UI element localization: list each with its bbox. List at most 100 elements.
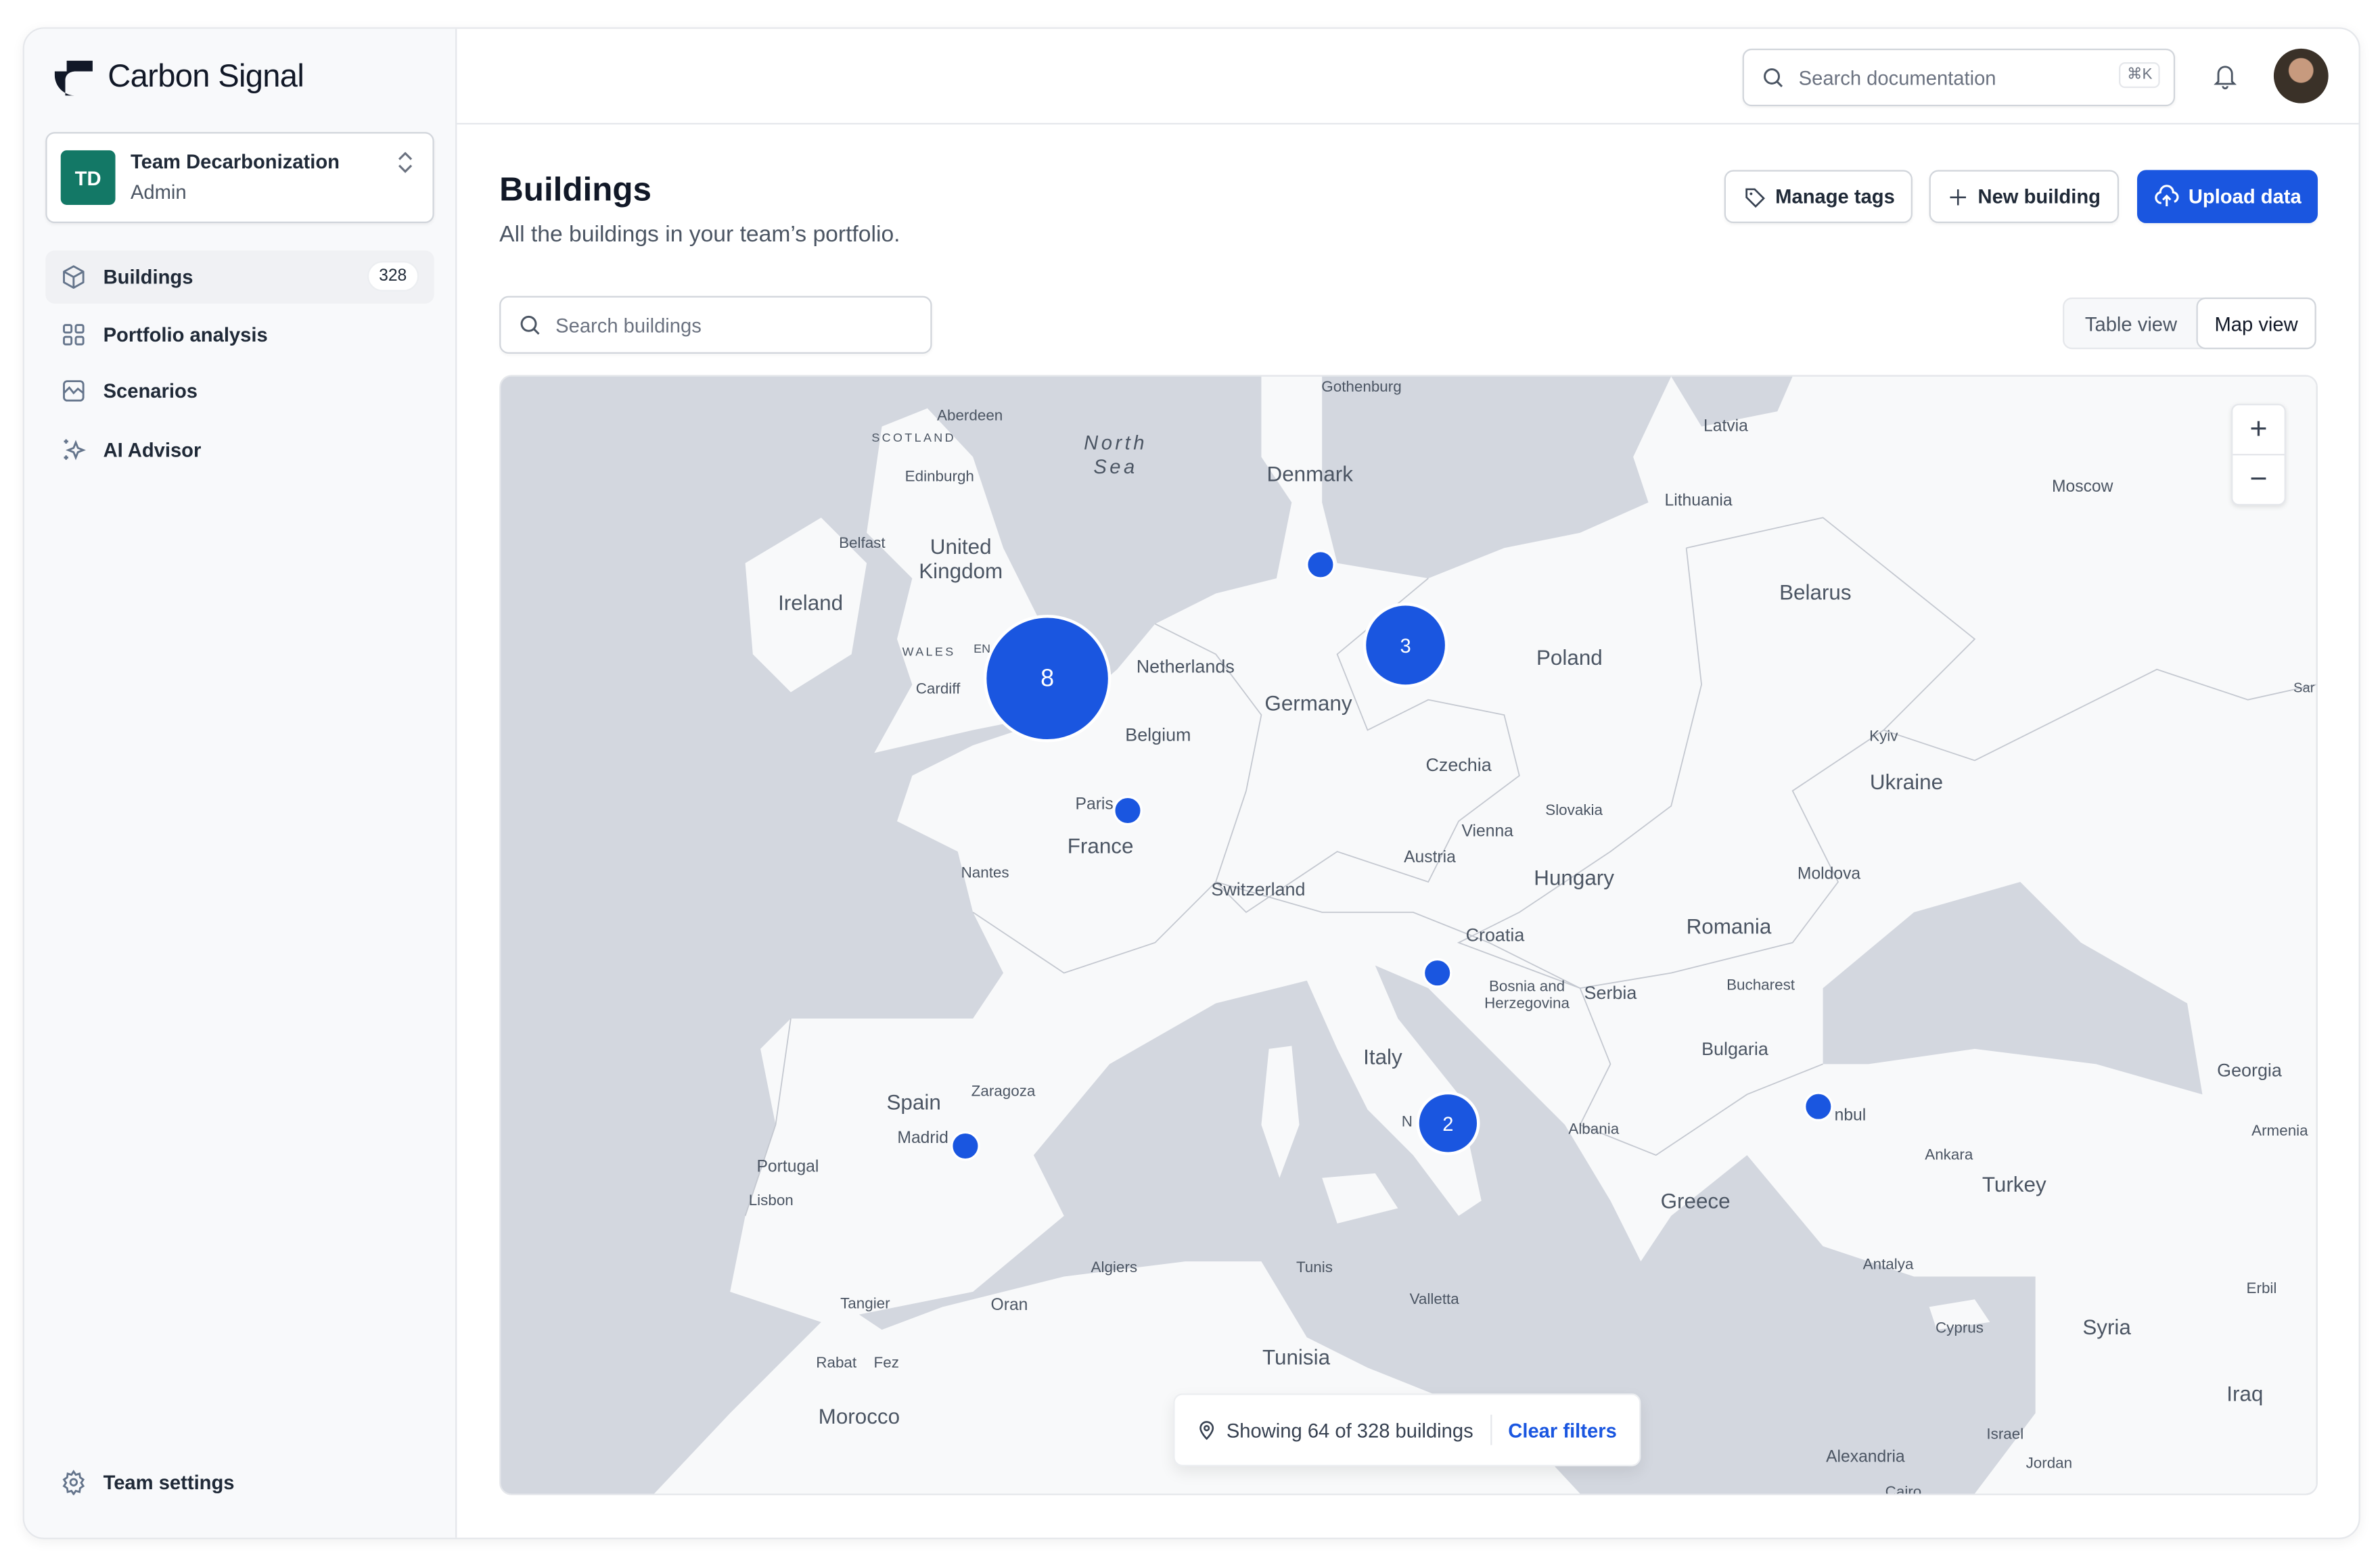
map-label: Israel: [1986, 1426, 2023, 1443]
map-labels: Gothenburg Aberdeen SCOTLAND North Sea Edinbu…: [749, 378, 2315, 1493]
map-label: Kingdom: [919, 559, 1003, 583]
cluster-count: 8: [1040, 664, 1054, 691]
bell-icon[interactable]: [2212, 62, 2239, 90]
table-view-tab[interactable]: Table view: [2084, 312, 2178, 335]
map-label: North: [1084, 432, 1147, 454]
map-label: Moldova: [1798, 865, 1861, 883]
upload-data-button[interactable]: Upload data: [2136, 170, 2318, 223]
map-label: Cyprus: [1936, 1319, 1984, 1336]
map-label: Ukraine: [1870, 770, 1943, 794]
map-label: Sar: [2293, 680, 2315, 695]
zoom-out-button[interactable]: −: [2249, 462, 2268, 496]
map-label: Switzerland: [1211, 879, 1305, 900]
search-buildings-input[interactable]: Search buildings: [499, 296, 932, 354]
manage-tags-button[interactable]: Manage tags: [1724, 170, 1913, 223]
map-label: Tunisia: [1262, 1346, 1331, 1370]
building-marker[interactable]: [1306, 550, 1335, 580]
map-label: Lithuania: [1665, 491, 1733, 509]
map-label: SCOTLAND: [871, 431, 956, 444]
team-switcher[interactable]: TD Team Decarbonization Admin: [45, 132, 434, 223]
sidebar-item-buildings[interactable]: Buildings 328: [45, 250, 434, 304]
search-placeholder: Search buildings: [555, 313, 702, 337]
building-marker[interactable]: [1113, 795, 1143, 826]
map-label: EN: [974, 642, 990, 655]
app-window: Carbon Signal TD Team Decarbonization Ad…: [22, 27, 2360, 1539]
map-label: Croatia: [1466, 925, 1525, 945]
map-label: Portugal: [756, 1158, 819, 1176]
map-label: WALES: [902, 645, 956, 659]
sidebar-item-team-settings[interactable]: Team settings: [45, 1455, 434, 1509]
sidebar-item-label: Portfolio analysis: [103, 323, 268, 346]
map-label: Lisbon: [749, 1192, 794, 1209]
map-label: Belfast: [839, 534, 886, 551]
map-label: Edinburgh: [905, 467, 974, 484]
map-view-tab[interactable]: Map view: [2196, 297, 2316, 350]
search-placeholder: Search documentation: [1798, 66, 1996, 89]
map-label: Kyiv: [1869, 727, 1898, 744]
map-status-bar: Showing 64 of 328 buildings Clear filter…: [1173, 1393, 1641, 1467]
map-label: Georgia: [2217, 1060, 2282, 1080]
map-label: Jordan: [2026, 1454, 2073, 1471]
buildings-count-badge: 328: [367, 261, 419, 291]
map-label: Algiers: [1091, 1259, 1138, 1276]
page-subtitle: All the buildings in your team’s portfol…: [499, 221, 900, 248]
map-label: Moscow: [2052, 477, 2113, 496]
map-label: Antalya: [1863, 1255, 1914, 1272]
map-label: Rabat: [816, 1354, 857, 1371]
building-marker[interactable]: [951, 1131, 980, 1161]
country-borders: [744, 517, 2316, 1217]
map-label: Fez: [874, 1354, 899, 1371]
search-icon: [1764, 68, 1783, 87]
map-label: Ankara: [1925, 1146, 1973, 1163]
map-label: Gothenburg: [1321, 378, 1401, 395]
team-name: Team Decarbonization: [130, 150, 340, 173]
documentation-search-input[interactable]: Search documentation ⌘K: [1742, 48, 2176, 107]
map-label: Germany: [1264, 691, 1352, 715]
map-label: Netherlands: [1137, 656, 1235, 676]
map-label: Romania: [1687, 914, 1772, 938]
cluster-count: 2: [1442, 1114, 1453, 1136]
sidebar-item-label: Scenarios: [103, 379, 198, 402]
cluster-marker[interactable]: 3: [1363, 603, 1448, 688]
map-label: Valletta: [1410, 1290, 1460, 1307]
clear-filters-link[interactable]: Clear filters: [1508, 1418, 1617, 1442]
building-marker[interactable]: [1422, 958, 1452, 988]
manage-tags-label: Manage tags: [1775, 185, 1895, 208]
showing-count: Showing 64 of 328 buildings: [1226, 1418, 1473, 1442]
new-building-button[interactable]: New building: [1929, 170, 2120, 223]
shortcut-hint: ⌘K: [2119, 62, 2160, 89]
map-pin-icon: [1199, 1421, 1214, 1441]
building-marker[interactable]: [1803, 1092, 1833, 1122]
sidebar-item-label: AI Advisor: [103, 438, 202, 462]
map-label: Armenia: [2251, 1122, 2308, 1139]
map-label: Vienna: [1462, 822, 1514, 841]
map-label: France: [1068, 834, 1134, 858]
map-label: Albania: [1568, 1121, 1619, 1138]
sidebar-item-portfolio-analysis[interactable]: Portfolio analysis: [45, 308, 434, 362]
sidebar-item-ai-advisor[interactable]: AI Advisor: [45, 423, 434, 477]
buildings-map[interactable]: Gothenburg Aberdeen SCOTLAND North Sea Edinbu…: [499, 375, 2318, 1495]
zoom-controls: + −: [2231, 404, 2286, 506]
map-label: Aberdeen: [937, 407, 1003, 424]
topbar: Search documentation ⌘K: [455, 29, 2359, 125]
map-label: Bulgaria: [1701, 1039, 1768, 1059]
map-label: Syria: [2082, 1315, 2131, 1339]
map-label: Oran: [991, 1296, 1028, 1314]
zoom-in-button[interactable]: +: [2233, 405, 2285, 456]
map-label: Cardiff: [916, 680, 961, 697]
map-canvas[interactable]: Gothenburg Aberdeen SCOTLAND North Sea Edinbu…: [501, 376, 2316, 1494]
gear-icon: [62, 1470, 85, 1495]
map-label: Slovakia: [1545, 801, 1603, 818]
cluster-marker[interactable]: 2: [1416, 1091, 1480, 1155]
cluster-marker[interactable]: 8: [983, 614, 1112, 743]
map-label: Turkey: [1982, 1173, 2046, 1196]
sidebar-item-scenarios[interactable]: Scenarios: [45, 365, 434, 418]
user-avatar[interactable]: [2273, 48, 2329, 103]
map-label: Belarus: [1779, 581, 1851, 605]
map-label: Tunis: [1296, 1259, 1333, 1276]
map-label: Hungary: [1534, 866, 1614, 889]
map-label: United: [930, 535, 992, 559]
map-label: Tangier: [840, 1295, 890, 1312]
map-label: Denmark: [1267, 462, 1354, 486]
map-label: Poland: [1536, 646, 1603, 670]
